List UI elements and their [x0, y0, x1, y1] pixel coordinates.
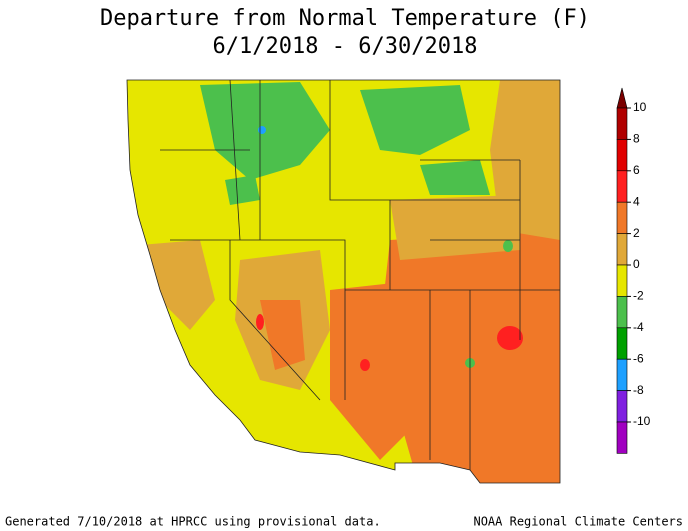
colorbar-label: -4 — [633, 320, 644, 334]
footer-right: NOAA Regional Climate Centers — [473, 515, 683, 529]
hot-spot — [497, 326, 523, 350]
colorbar-segment — [616, 327, 628, 360]
cool-region — [420, 160, 490, 195]
colorbar-segment — [616, 107, 628, 140]
cool-region — [360, 85, 470, 155]
footer-left: Generated 7/10/2018 at HPRCC using provi… — [5, 515, 381, 529]
warm-region — [330, 280, 420, 460]
colorbar-label: 2 — [633, 226, 640, 240]
colorbar-label: -6 — [633, 351, 644, 365]
colorbar-segment — [616, 390, 628, 423]
colorbar: 10 8 6 4 2 0 -2 -4 -6 -8 -10 — [616, 87, 651, 454]
colorbar-label: 6 — [633, 163, 640, 177]
colorbar-label: 8 — [633, 132, 640, 146]
warm-region — [390, 195, 520, 260]
colorbar-segment — [616, 296, 628, 329]
cool-spot — [503, 240, 513, 252]
cold-spot — [258, 126, 266, 134]
hot-spot — [256, 314, 264, 330]
colorbar-label: -8 — [633, 383, 644, 397]
cool-region — [225, 175, 260, 205]
colorbar-segment — [616, 264, 628, 297]
title-line1: Departure from Normal Temperature (F) — [100, 6, 590, 31]
colorbar-label: 0 — [633, 257, 640, 271]
colorbar-label: -2 — [633, 289, 644, 303]
colorbar-segment — [616, 201, 628, 234]
colorbar-over — [616, 87, 628, 109]
colorbar-segment — [616, 421, 628, 454]
warm-region — [140, 240, 215, 330]
hot-spot — [360, 359, 370, 371]
title-line2: 6/1/2018 - 6/30/2018 — [213, 34, 478, 59]
colorbar-segment — [616, 139, 628, 172]
colorbar-label: -10 — [633, 414, 651, 428]
colorbar-segment — [616, 358, 628, 391]
colorbar-label: 4 — [633, 194, 640, 208]
colorbar-label: 10 — [633, 100, 647, 114]
colorbar-segment — [616, 233, 628, 266]
colorbar-segment — [616, 170, 628, 203]
warm-region — [260, 300, 305, 370]
map — [126, 79, 561, 484]
